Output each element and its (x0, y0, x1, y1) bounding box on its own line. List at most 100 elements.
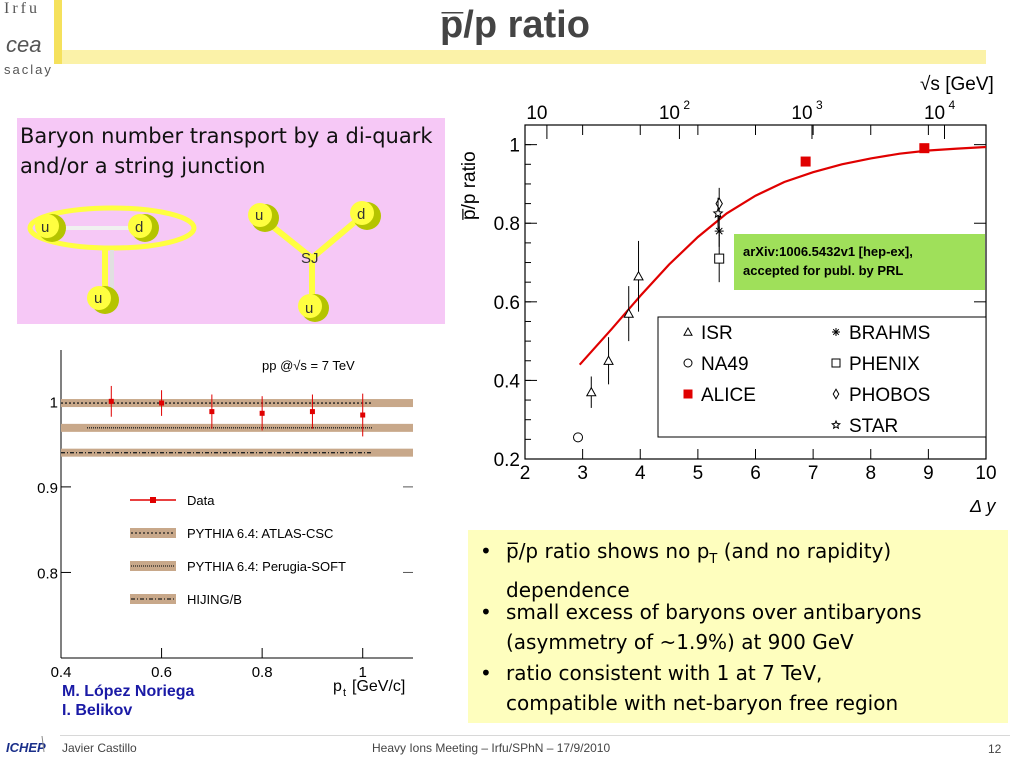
data-point (683, 389, 693, 399)
ichep-logo-text: ICHEP (6, 740, 46, 755)
data-point (831, 419, 841, 430)
bullet-item: • ratio consistent with 1 at 7 TeV, compa… (480, 661, 899, 715)
bullet-text: small excess of baryons over antibaryons (506, 600, 922, 624)
x-tick-label: 0.6 (151, 664, 172, 681)
data-point (623, 308, 635, 318)
legend-label: PHENIX (849, 354, 920, 375)
model-band (61, 448, 413, 457)
data-point (832, 388, 840, 400)
x-axis-label-unit: [GeV/c] (352, 678, 405, 695)
legend-label: PYTHIA 6.4: Perugia-SOFT (187, 559, 346, 574)
top-tick-label: 10 (924, 103, 945, 124)
irfu-logo: Irfu cea saclay (0, 0, 60, 86)
diquark-ellipse (27, 205, 197, 251)
author-name: M. López Noriega (62, 683, 195, 700)
top-tick-exponent: 2 (683, 98, 690, 112)
data-point (309, 409, 315, 415)
authors: M. López Noriega I. Belikov (62, 682, 194, 720)
legend-label: ISR (701, 323, 733, 344)
bullet-text: compatible with net-baryon free region (506, 691, 899, 715)
header-accent-bar (62, 50, 986, 64)
y-tick-label: 0.8 (494, 214, 520, 235)
junction-label: SJ (301, 250, 319, 267)
cea-logo-icon: cea (6, 32, 41, 57)
svg-text:cea: cea (6, 32, 41, 57)
data-point (209, 409, 215, 415)
bullet-sub: T (709, 552, 718, 567)
top-tick-exponent: 3 (816, 98, 823, 112)
legend-label: Data (187, 493, 215, 508)
quark-label: u (94, 290, 102, 307)
quark-label: u (255, 207, 263, 224)
x-tick-label: 0.8 (252, 664, 273, 681)
arxiv-note: arXiv:1006.5432v1 [hep-ex], accepted for… (734, 234, 985, 290)
data-point (360, 412, 366, 418)
legend-label: HIJING/B (187, 592, 242, 607)
fit-curve (578, 145, 987, 366)
data-point (919, 143, 930, 154)
footer-author: Javier Castillo (62, 741, 137, 755)
quark-label: d (135, 219, 143, 236)
y-tick-label: 0.8 (37, 565, 58, 582)
legend-label: ALICE (701, 385, 756, 406)
y-tick-label: 0.9 (37, 480, 58, 497)
data-point (259, 410, 265, 416)
data-point (633, 270, 644, 281)
data-point (159, 400, 165, 406)
legend-label: STAR (849, 416, 898, 437)
bullet-item: • small excess of baryons over antibaryo… (480, 600, 922, 654)
data-point (573, 432, 584, 443)
legend-marker (150, 497, 156, 503)
y-tick-label: 0.6 (494, 293, 520, 314)
data-point (683, 358, 693, 368)
x-tick-label: 10 (975, 463, 996, 484)
y-tick-label: 1 (509, 136, 520, 157)
data-point (585, 386, 597, 397)
legend-label: PHOBOS (849, 385, 930, 406)
logo-top-text: Irfu (4, 0, 40, 17)
baryon-transport-diagram: u d u u d SJ u (27, 201, 381, 322)
top-axis-label: √s [GeV] (920, 74, 994, 95)
arxiv-line: arXiv:1006.5432v1 [hep-ex], (743, 244, 913, 259)
logo-bottom-text: saclay (4, 62, 53, 77)
bullet-item: • p̅/p ratio shows no pT (and no rapidit… (480, 539, 892, 602)
data-point (712, 207, 724, 219)
legend-label: BRAHMS (849, 323, 930, 344)
x-tick-label: 5 (693, 463, 704, 484)
x-tick-label: 6 (750, 463, 761, 484)
x-tick-label: 1 (359, 664, 367, 681)
data-point (108, 398, 114, 404)
page-number: 12 (988, 742, 1002, 756)
transport-text: Baryon number transport by a di-quark an… (20, 124, 433, 178)
top-tick-label: 10 (659, 103, 680, 124)
x-axis-label-sub: t (343, 687, 346, 699)
junction-string (310, 213, 364, 261)
x-axis-label: Δ y (969, 496, 996, 516)
top-tick-label: 10 (526, 103, 547, 124)
x-tick-label: 8 (865, 463, 876, 484)
x-tick-label: 7 (808, 463, 819, 484)
data-point (714, 226, 724, 236)
data-point (715, 197, 723, 210)
bullet-text: ratio consistent with 1 at 7 TeV, (506, 661, 823, 685)
header-accent-vbar (54, 0, 62, 64)
y-axis-label: p̅/p ratio (460, 151, 480, 220)
x-tick-label: 0.4 (51, 664, 72, 681)
ichep-logo-icon: ICHEP (6, 735, 46, 755)
bullet-text: p̅/p ratio shows no p (506, 539, 710, 563)
legend-label: NA49 (701, 354, 749, 375)
data-point (800, 156, 811, 167)
data-point-stroke (832, 328, 840, 336)
legend-label: PYTHIA 6.4: ATLAS-CSC (187, 526, 333, 541)
bullet-text: (asymmetry of ~1.9%) at 900 GeV (506, 630, 854, 654)
quark-label: u (305, 300, 313, 317)
quark-label: u (41, 219, 49, 236)
legend-box (657, 316, 987, 438)
footer-divider (60, 735, 1010, 736)
arxiv-line: accepted for publ. by PRL (743, 263, 904, 278)
quark-label: d (357, 206, 365, 223)
x-tick-label: 2 (520, 463, 531, 484)
summary-bullets: • p̅/p ratio shows no pT (and no rapidit… (468, 530, 1008, 723)
data-point (603, 355, 614, 365)
